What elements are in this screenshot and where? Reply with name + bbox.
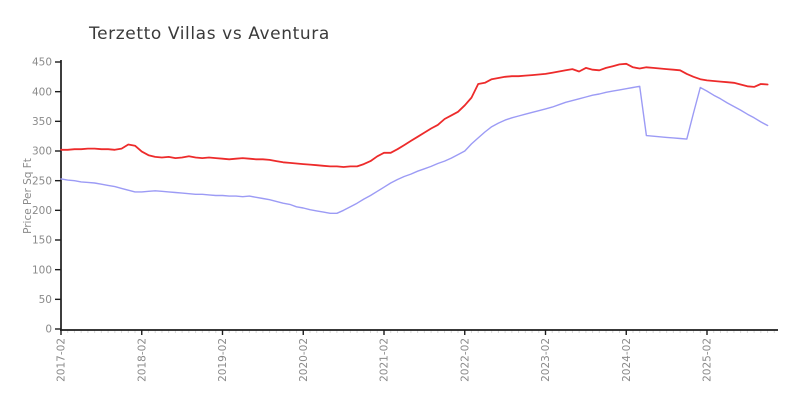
y-tick-label: 250	[32, 175, 52, 187]
y-tick-label: 100	[32, 264, 52, 276]
y-tick-label: 350	[32, 116, 52, 128]
y-tick-label: 50	[39, 294, 52, 306]
x-tick-label: 2017-02	[56, 338, 68, 382]
series-line-terzetto-villas	[60, 62, 769, 168]
x-tick-label: 2018-02	[136, 338, 148, 382]
chart-title: Terzetto Villas vs Aventura	[89, 24, 330, 44]
y-tick-label: 0	[45, 324, 52, 336]
y-tick-label: 400	[32, 86, 52, 98]
x-tick-label: 2023-02	[540, 338, 552, 382]
x-tick-label: 2024-02	[621, 338, 633, 382]
x-tick-label: 2021-02	[379, 338, 391, 382]
y-tick-label: 450	[32, 57, 52, 69]
x-tick-label: 2020-02	[298, 338, 310, 382]
x-tick-label: 2022-02	[459, 338, 471, 382]
y-tick-label: 150	[32, 235, 52, 247]
y-tick-label: 300	[32, 146, 52, 158]
series-line-aventura	[60, 85, 769, 215]
y-axis-label: Price Per Sq Ft	[22, 158, 34, 234]
y-tick-label: 200	[32, 205, 52, 217]
x-tick-label: 2025-02	[702, 338, 714, 382]
x-tick-label: 2019-02	[217, 338, 229, 382]
